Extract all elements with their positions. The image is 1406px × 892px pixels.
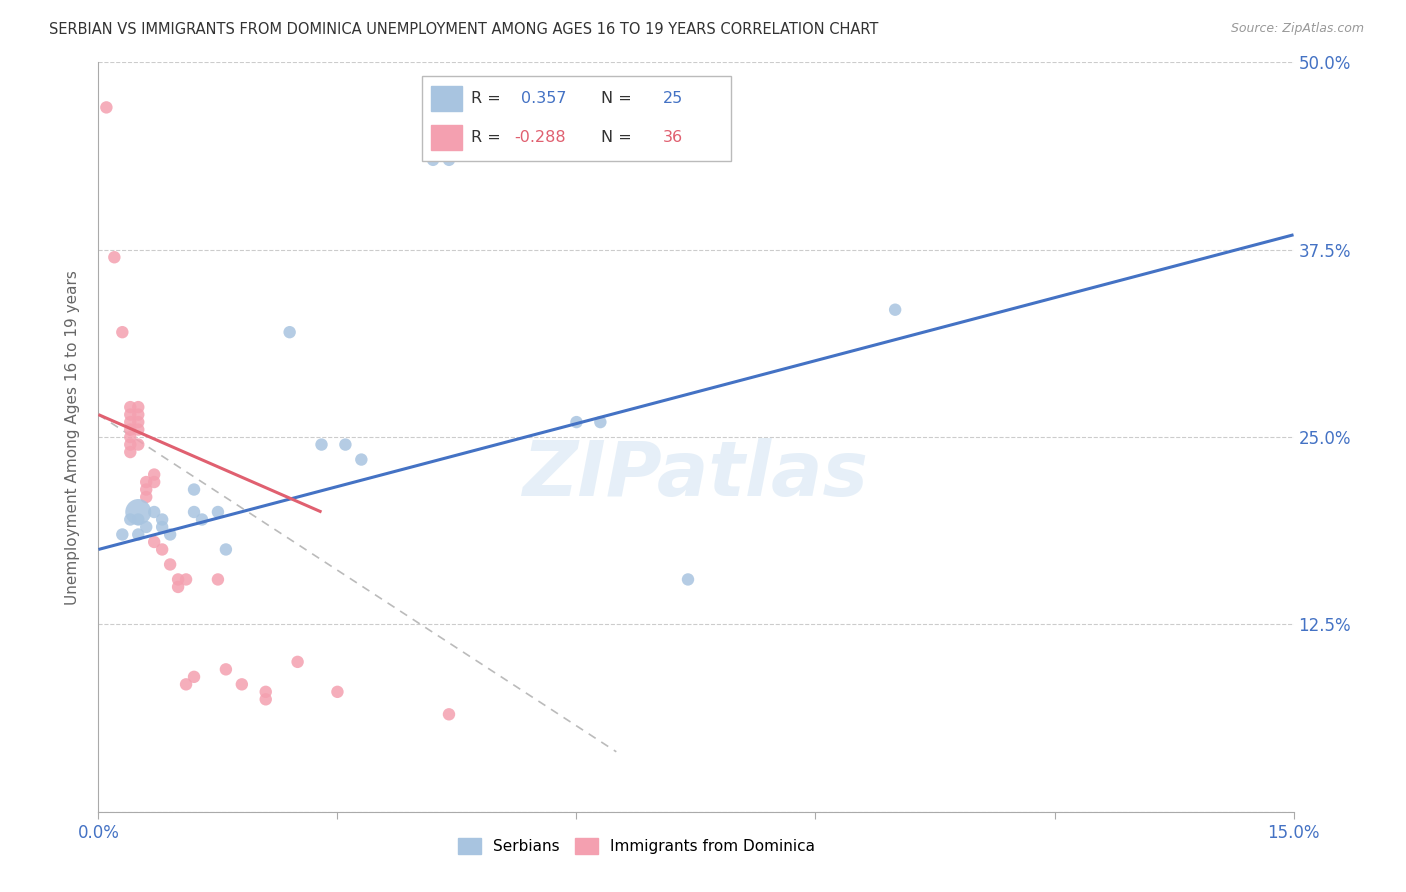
Point	[103, 250, 125, 264]
Text: 36: 36	[664, 130, 683, 145]
Text: R =: R =	[471, 91, 501, 106]
Point	[127, 400, 149, 414]
Point	[884, 302, 907, 317]
Point	[287, 655, 309, 669]
Point	[135, 490, 157, 504]
Point	[143, 475, 166, 489]
Point	[120, 445, 142, 459]
Text: 0.357: 0.357	[520, 91, 567, 106]
Point	[159, 527, 181, 541]
Text: ZIPatlas: ZIPatlas	[523, 438, 869, 511]
Point	[231, 677, 253, 691]
Point	[437, 153, 460, 167]
Text: Source: ZipAtlas.com: Source: ZipAtlas.com	[1230, 22, 1364, 36]
Point	[143, 467, 166, 482]
Point	[111, 325, 134, 339]
Text: 25: 25	[664, 91, 683, 106]
Point	[167, 580, 190, 594]
Point	[183, 483, 205, 497]
Point	[135, 520, 157, 534]
Point	[207, 505, 229, 519]
Point	[215, 542, 238, 557]
Point	[120, 430, 142, 444]
Text: N =: N =	[602, 91, 637, 106]
Point	[254, 692, 277, 706]
Bar	[432, 125, 463, 151]
Point	[676, 573, 699, 587]
Point	[127, 512, 149, 526]
Point	[565, 415, 588, 429]
Point	[183, 670, 205, 684]
Point	[174, 677, 197, 691]
Point	[120, 512, 142, 526]
Text: -0.288: -0.288	[515, 130, 567, 145]
Point	[191, 512, 214, 526]
Point	[215, 662, 238, 676]
Text: R =: R =	[471, 130, 501, 145]
Point	[422, 153, 444, 167]
Text: N =: N =	[602, 130, 637, 145]
Text: SERBIAN VS IMMIGRANTS FROM DOMINICA UNEMPLOYMENT AMONG AGES 16 TO 19 YEARS CORRE: SERBIAN VS IMMIGRANTS FROM DOMINICA UNEM…	[49, 22, 879, 37]
Point	[437, 707, 460, 722]
Point	[127, 505, 149, 519]
Point	[150, 520, 173, 534]
Point	[96, 100, 118, 114]
Legend: Serbians, Immigrants from Dominica: Serbians, Immigrants from Dominica	[451, 832, 821, 860]
Point	[150, 512, 173, 526]
Point	[159, 558, 181, 572]
Point	[135, 475, 157, 489]
Point	[254, 685, 277, 699]
Point	[120, 415, 142, 429]
Point	[589, 415, 612, 429]
Bar	[432, 86, 463, 112]
Point	[150, 542, 173, 557]
Point	[143, 505, 166, 519]
Point	[335, 437, 357, 451]
Point	[127, 408, 149, 422]
Point	[120, 408, 142, 422]
Point	[143, 535, 166, 549]
Point	[127, 527, 149, 541]
Point	[120, 437, 142, 451]
Point	[167, 573, 190, 587]
Point	[127, 437, 149, 451]
Point	[174, 573, 197, 587]
Y-axis label: Unemployment Among Ages 16 to 19 years: Unemployment Among Ages 16 to 19 years	[65, 269, 80, 605]
Point	[111, 527, 134, 541]
Point	[350, 452, 373, 467]
Point	[183, 505, 205, 519]
Point	[207, 573, 229, 587]
Point	[127, 423, 149, 437]
Point	[326, 685, 349, 699]
Point	[120, 423, 142, 437]
Point	[278, 325, 301, 339]
Point	[311, 437, 333, 451]
Point	[127, 415, 149, 429]
Point	[120, 400, 142, 414]
Point	[135, 483, 157, 497]
